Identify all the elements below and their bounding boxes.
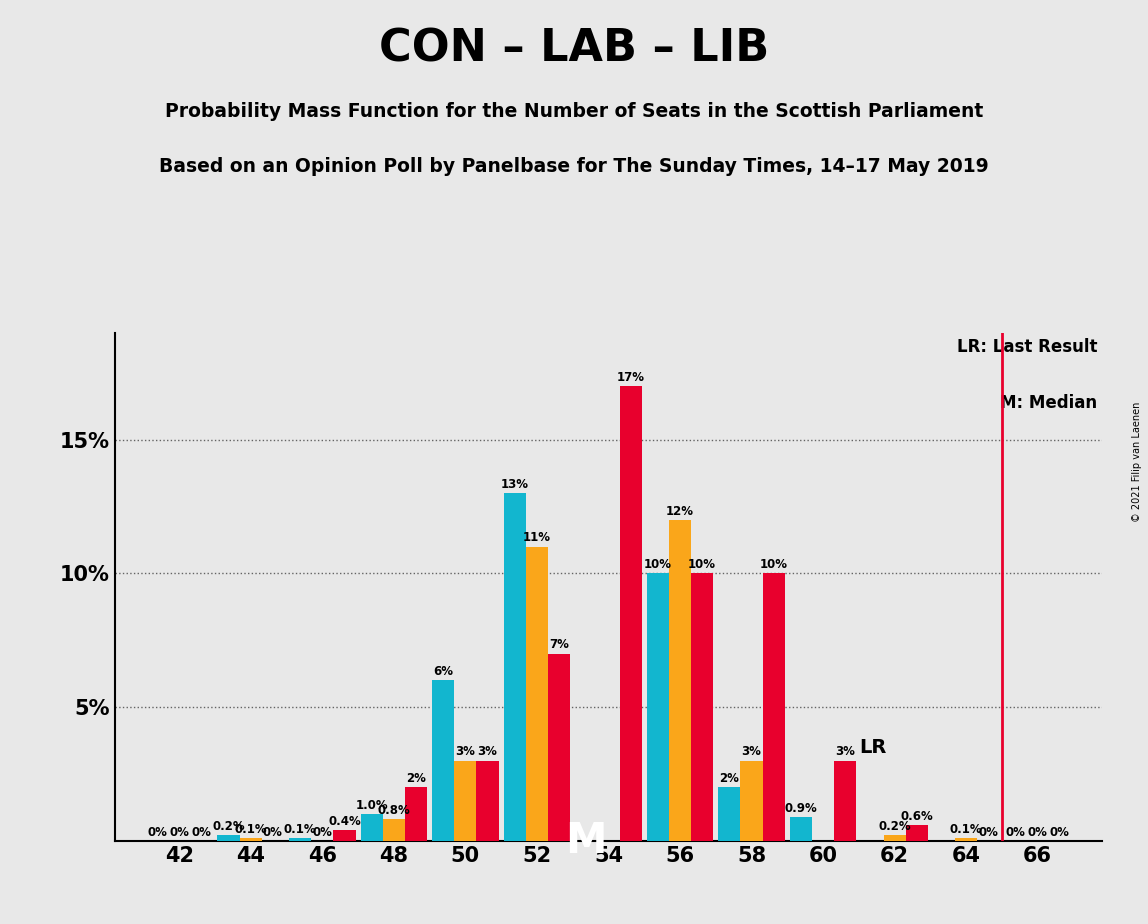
Text: 6%: 6% xyxy=(433,665,453,678)
Text: 0%: 0% xyxy=(263,826,282,839)
Text: M: Median: M: Median xyxy=(1000,394,1097,411)
Bar xyxy=(790,817,812,841)
Bar xyxy=(360,814,382,841)
Text: 3%: 3% xyxy=(456,746,475,759)
Bar xyxy=(526,547,548,841)
Text: 0%: 0% xyxy=(1050,826,1070,839)
Bar xyxy=(719,787,740,841)
Text: 0.2%: 0.2% xyxy=(212,821,245,833)
Text: 0.4%: 0.4% xyxy=(328,815,360,828)
Text: 17%: 17% xyxy=(616,371,645,384)
Bar xyxy=(884,835,906,841)
Text: 0%: 0% xyxy=(169,826,189,839)
Text: Based on an Opinion Poll by Panelbase for The Sunday Times, 14–17 May 2019: Based on an Opinion Poll by Panelbase fo… xyxy=(160,157,988,176)
Bar xyxy=(504,493,526,841)
Text: M: M xyxy=(566,820,607,862)
Text: 3%: 3% xyxy=(836,746,855,759)
Bar xyxy=(455,760,476,841)
Text: 1.0%: 1.0% xyxy=(356,799,388,812)
Text: 0%: 0% xyxy=(192,826,211,839)
Text: 13%: 13% xyxy=(501,478,529,491)
Text: © 2021 Filip van Laenen: © 2021 Filip van Laenen xyxy=(1132,402,1142,522)
Text: 10%: 10% xyxy=(644,558,672,571)
Text: 11%: 11% xyxy=(522,531,551,544)
Text: LR: Last Result: LR: Last Result xyxy=(956,337,1097,356)
Text: 0%: 0% xyxy=(1027,826,1048,839)
Bar xyxy=(835,760,856,841)
Text: 0%: 0% xyxy=(312,826,332,839)
Bar xyxy=(620,386,642,841)
Text: 7%: 7% xyxy=(549,638,569,651)
Text: 0.6%: 0.6% xyxy=(900,809,933,822)
Text: 0.1%: 0.1% xyxy=(284,823,317,836)
Text: 2%: 2% xyxy=(406,772,426,785)
Bar xyxy=(646,574,669,841)
Text: 0.1%: 0.1% xyxy=(949,823,983,836)
Bar xyxy=(432,680,455,841)
Bar xyxy=(955,838,977,841)
Bar xyxy=(217,835,240,841)
Bar xyxy=(476,760,498,841)
Bar xyxy=(333,830,356,841)
Bar xyxy=(906,825,928,841)
Text: 0.2%: 0.2% xyxy=(878,821,910,833)
Text: 0.9%: 0.9% xyxy=(784,802,817,815)
Bar xyxy=(405,787,427,841)
Text: 0%: 0% xyxy=(147,826,166,839)
Bar xyxy=(382,820,405,841)
Text: 2%: 2% xyxy=(720,772,739,785)
Bar xyxy=(762,574,785,841)
Bar xyxy=(548,653,571,841)
Text: Probability Mass Function for the Number of Seats in the Scottish Parliament: Probability Mass Function for the Number… xyxy=(165,102,983,121)
Text: 12%: 12% xyxy=(666,505,695,517)
Text: CON – LAB – LIB: CON – LAB – LIB xyxy=(379,28,769,71)
Text: 0%: 0% xyxy=(1006,826,1025,839)
Text: 10%: 10% xyxy=(688,558,716,571)
Text: 0.1%: 0.1% xyxy=(234,823,267,836)
Text: 0.8%: 0.8% xyxy=(378,804,410,818)
Text: 3%: 3% xyxy=(742,746,761,759)
Bar xyxy=(740,760,762,841)
Text: 0%: 0% xyxy=(978,826,999,839)
Bar xyxy=(691,574,713,841)
Bar xyxy=(669,520,691,841)
Bar xyxy=(240,838,262,841)
Text: LR: LR xyxy=(860,737,887,757)
Text: 10%: 10% xyxy=(760,558,788,571)
Text: 3%: 3% xyxy=(478,746,497,759)
Bar xyxy=(289,838,311,841)
